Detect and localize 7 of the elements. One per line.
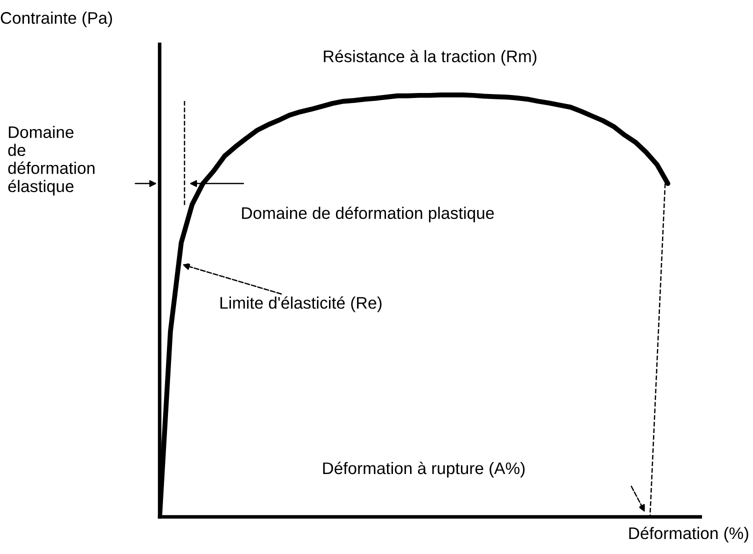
text: Résistance à la traction (Rm) xyxy=(324,50,536,66)
annotation: Limite d'élasticité (Re) xyxy=(220,296,382,312)
x-axis-title: Déformation (%) xyxy=(629,526,748,542)
text: Domaine de déformation élastique xyxy=(8,126,94,196)
y-axis-title: Contrainte (Pa) xyxy=(0,12,112,28)
annotation: Domaine de déformation plastique xyxy=(242,206,494,222)
annotation: Déformation à rupture (A%) xyxy=(323,462,525,478)
